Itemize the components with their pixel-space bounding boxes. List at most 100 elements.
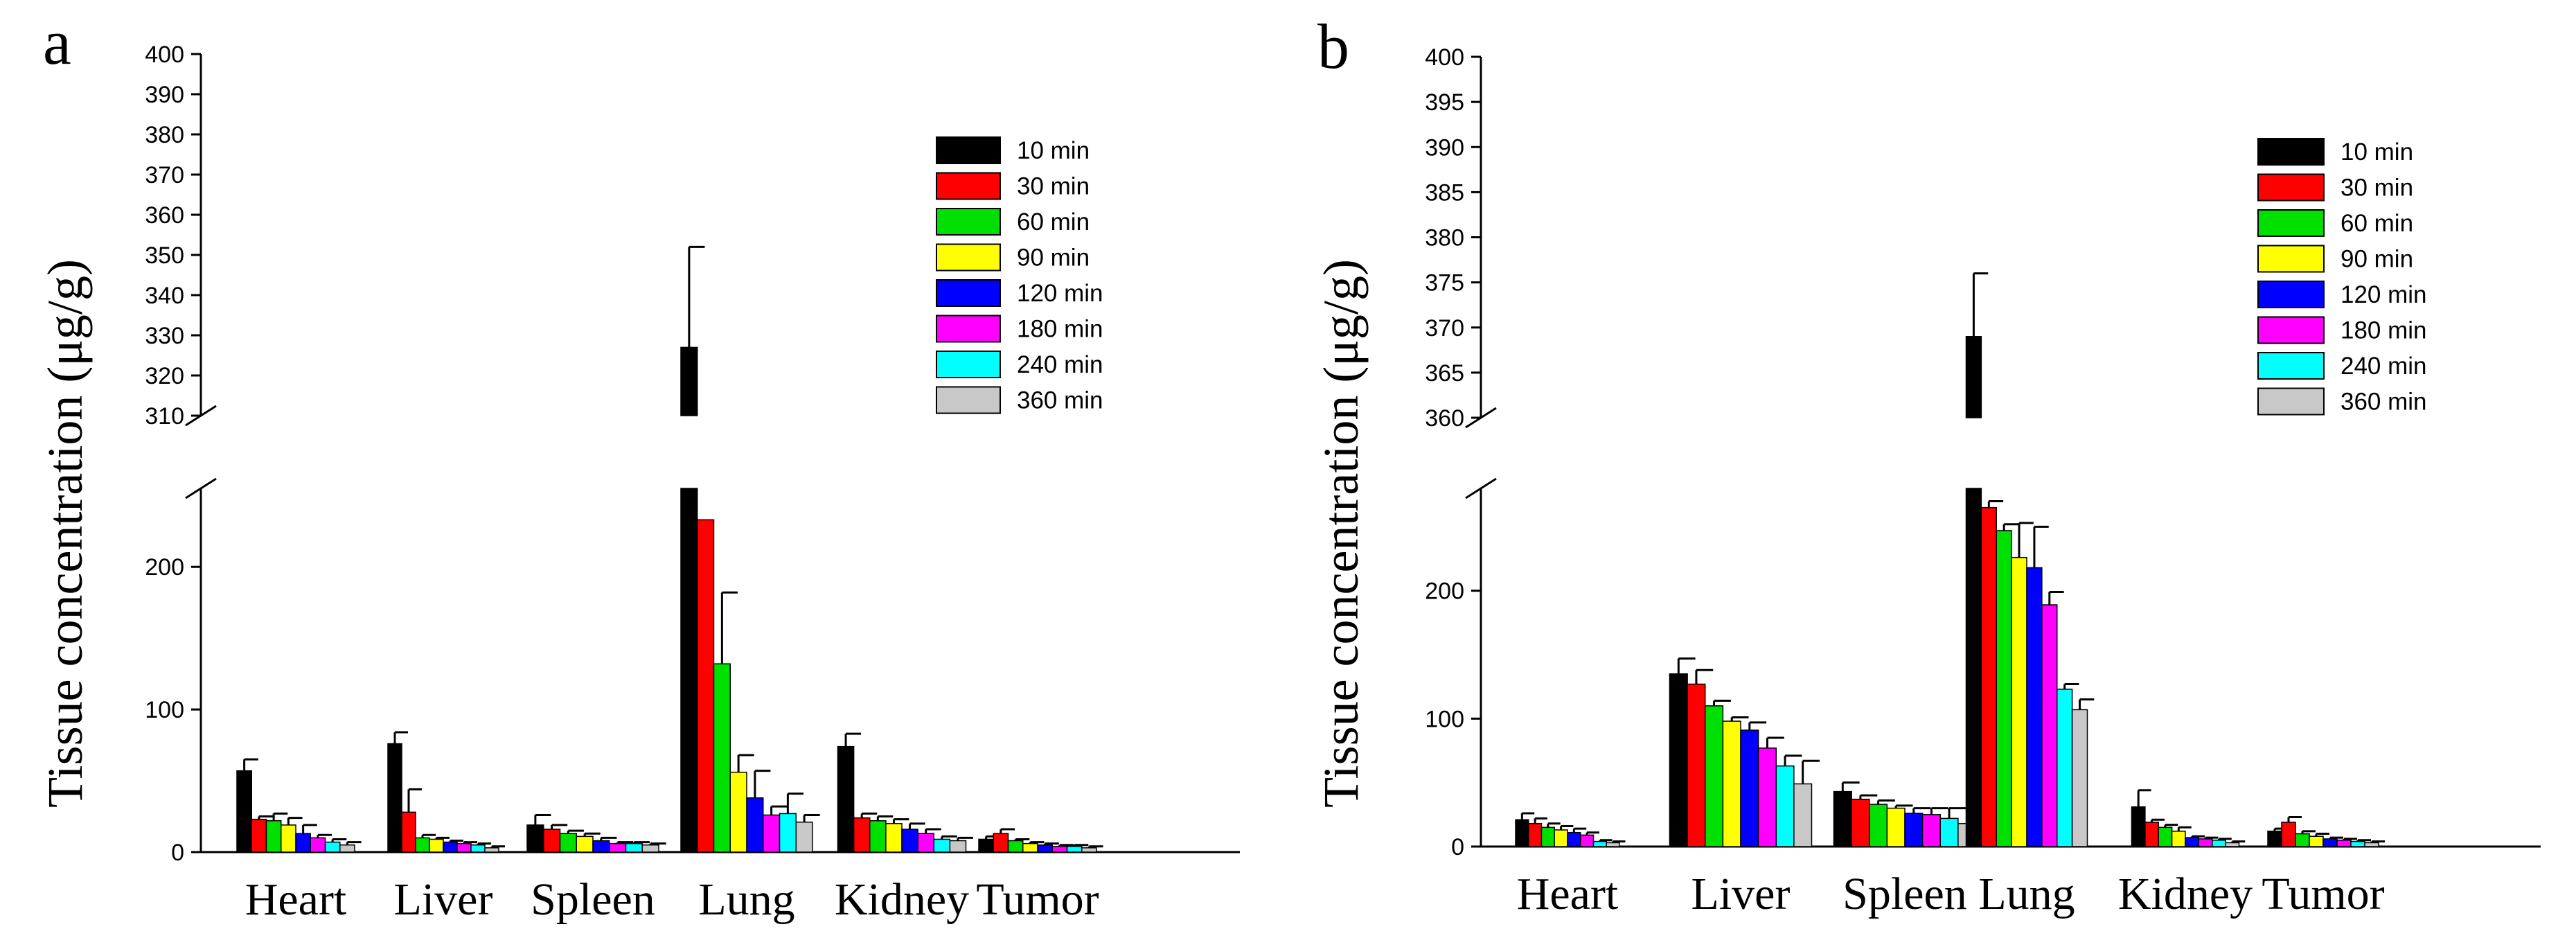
- bar: [1722, 720, 1741, 847]
- bar: [236, 770, 252, 853]
- x-category-label: Spleen: [531, 874, 655, 925]
- bar: [1869, 804, 1888, 847]
- bar: [387, 743, 402, 853]
- bar: [1705, 705, 1724, 847]
- legend-swatch: [2257, 352, 2325, 380]
- legend-label: 30 min: [1017, 173, 1090, 200]
- bar: [576, 835, 594, 853]
- y-tick-label: 100: [1425, 706, 1464, 732]
- y-tick-label: 390: [1425, 134, 1464, 161]
- legend-label: 60 min: [2340, 210, 2413, 237]
- y-tick-label: 375: [1425, 270, 1464, 297]
- bar: [869, 820, 887, 853]
- legend-swatch: [936, 136, 1001, 164]
- legend-swatch: [936, 243, 1001, 272]
- bar: [456, 842, 472, 853]
- bar: [1833, 790, 1852, 847]
- legend-swatch: [936, 386, 1001, 414]
- axes-b: 0 100 200 360 365 370 375 380 385 390 395 400 Heart L…: [1425, 44, 2541, 919]
- y-tick-label: 310: [145, 403, 184, 430]
- legend-swatch: [2257, 387, 2325, 416]
- bar: [1793, 783, 1813, 847]
- legend-swatch: [2257, 281, 2325, 308]
- bar: [697, 519, 715, 853]
- bar: [2212, 840, 2226, 847]
- legend-label: 10 min: [2340, 139, 2413, 166]
- panel-a: a Tissue concentration (μg/g) 0 100 200 310…: [37, 7, 1240, 925]
- bar: [2198, 838, 2213, 847]
- legend-label: 360 min: [1017, 387, 1103, 414]
- y-axis-title-a: Tissue concentration (μg/g): [37, 259, 93, 808]
- bar: [763, 814, 781, 853]
- bar: [310, 837, 326, 853]
- bar: [795, 822, 813, 853]
- bar: [625, 842, 643, 853]
- bar: [1606, 842, 1620, 847]
- x-category-label: Spleen: [1842, 869, 1967, 919]
- y-tick-label: 0: [1451, 834, 1464, 860]
- legend-label: 360 min: [2340, 389, 2427, 416]
- x-category-label: Liver: [394, 874, 493, 925]
- axes-a: 0 100 200 310 320 330 340 350 360 370 380 390 400 Hea…: [145, 42, 1240, 925]
- y-tick-label: 370: [1425, 315, 1464, 342]
- x-category-label: Kidney: [835, 874, 969, 925]
- y-tick-label: 0: [171, 840, 184, 866]
- bar: [2267, 831, 2282, 847]
- bar: [1540, 826, 1555, 847]
- bar: [415, 837, 430, 853]
- bar: [1904, 813, 1924, 847]
- legend-label: 240 min: [1017, 351, 1103, 378]
- y-tick-label: 100: [145, 697, 184, 723]
- legend-label: 180 min: [1017, 316, 1103, 343]
- bar: [1687, 683, 1706, 847]
- bar: [1921, 814, 1941, 847]
- legend-label: 90 min: [2340, 246, 2413, 273]
- bar: [2144, 822, 2159, 847]
- x-category-label: Lung: [1978, 869, 2075, 919]
- x-category-label: Heart: [1517, 869, 1619, 919]
- legend-swatch: [936, 315, 1001, 343]
- bar: [779, 813, 797, 853]
- legend-swatch: [936, 172, 1001, 200]
- y-tick-label: 400: [1425, 44, 1464, 71]
- bar: [281, 824, 296, 853]
- bar: [429, 838, 444, 853]
- bar: [295, 833, 311, 853]
- legend-swatch: [2257, 209, 2325, 237]
- legend-label: 120 min: [1017, 280, 1103, 307]
- bar: [1528, 823, 1543, 847]
- bar: [484, 847, 499, 853]
- legend-label: 90 min: [1017, 245, 1090, 272]
- y-tick-label: 370: [145, 162, 184, 188]
- bar: [1669, 673, 1688, 847]
- legend-swatch: [2257, 316, 2325, 344]
- panel-letter-a: a: [43, 7, 71, 78]
- legend-label: 30 min: [2340, 175, 2413, 202]
- legend-swatch: [936, 351, 1001, 378]
- bar: [2011, 556, 2027, 847]
- bar: [251, 818, 267, 853]
- bar: [443, 841, 458, 853]
- bar: [680, 488, 698, 853]
- y-tick-label: 390: [145, 82, 184, 108]
- legend-swatch: [936, 279, 1001, 307]
- bar: [1007, 840, 1024, 853]
- legend-a: 10 min 30 min 60 min 90 min 120 min 180 min 24…: [936, 136, 1103, 414]
- y-tick-label: 340: [145, 283, 184, 309]
- bar: [885, 823, 903, 853]
- bar: [1022, 842, 1038, 853]
- y-tick-label: 400: [145, 42, 184, 68]
- x-category-label: Tumor: [2262, 869, 2384, 919]
- axis-break-mark: [185, 477, 217, 499]
- bar: [592, 840, 610, 853]
- bar: [2041, 604, 2058, 847]
- x-category-label: Kidney: [2118, 869, 2253, 919]
- bar: [1580, 834, 1595, 847]
- bar: [1980, 506, 1997, 847]
- bar: [1592, 840, 1607, 847]
- legend-swatch: [2257, 173, 2325, 202]
- y-tick-label: 330: [145, 323, 184, 349]
- bar: [1996, 530, 2012, 847]
- bar: [1740, 729, 1759, 847]
- bar: [1066, 846, 1083, 853]
